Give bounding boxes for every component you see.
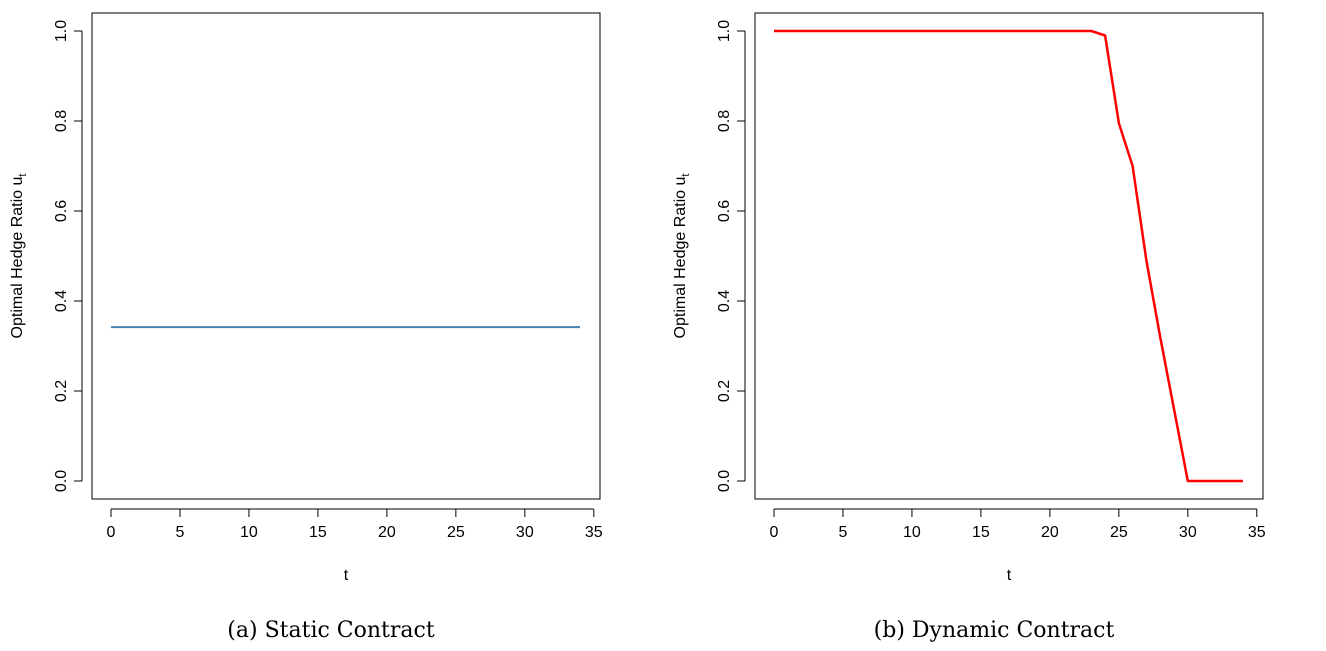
caption-dynamic-contract: (b) Dynamic Contract bbox=[873, 618, 1115, 643]
plot-frame bbox=[754, 12, 1264, 500]
y-tick-label: 0.2 bbox=[716, 380, 733, 402]
y-axis-title-subscript: t bbox=[17, 174, 29, 177]
x-tick-label: 10 bbox=[240, 524, 258, 541]
chart-static-contract: 0 5 10 15 20 25 30 350.00.20.40.60.81.0tOptimal… bbox=[9, 12, 603, 584]
y-axis-title-main: Optimal Hedge Ratio u bbox=[672, 177, 689, 339]
y-tick-label: 0.2 bbox=[53, 380, 70, 402]
y-axis-title: Optimal Hedge Ratio ut bbox=[9, 174, 29, 339]
y-tick-label: 0.8 bbox=[53, 110, 70, 132]
x-tick-label: 5 bbox=[839, 524, 848, 541]
x-tick-label: 30 bbox=[1179, 524, 1197, 541]
x-tick-label: 10 bbox=[903, 524, 921, 541]
chart-dynamic-contract: 0 5 10 15 20 25 30 350.00.20.40.60.81.0tOptimal… bbox=[672, 12, 1266, 584]
x-tick-label: 25 bbox=[447, 524, 465, 541]
y-tick-label: 0.0 bbox=[716, 470, 733, 492]
x-tick-label: 0 bbox=[107, 524, 116, 541]
y-tick-label: 0.4 bbox=[53, 290, 70, 312]
y-axis-title-subscript: t bbox=[680, 174, 692, 177]
x-tick-label: 30 bbox=[516, 524, 534, 541]
x-tick-label: 35 bbox=[1248, 524, 1266, 541]
x-tick-label: 25 bbox=[1110, 524, 1128, 541]
y-tick-label: 1.0 bbox=[53, 20, 70, 42]
caption-static-contract: (a) Static Contract bbox=[227, 618, 435, 643]
y-axis-title: Optimal Hedge Ratio ut bbox=[672, 174, 692, 339]
x-axis-title: t bbox=[1007, 567, 1012, 584]
x-tick-label: 35 bbox=[585, 524, 603, 541]
y-tick-label: 0.6 bbox=[53, 200, 70, 222]
x-axis-title: t bbox=[344, 567, 349, 584]
y-axis-title-main: Optimal Hedge Ratio u bbox=[9, 177, 26, 339]
y-tick-label: 0.4 bbox=[716, 290, 733, 312]
x-tick-label: 5 bbox=[176, 524, 185, 541]
y-tick-label: 0.6 bbox=[716, 200, 733, 222]
x-tick-label: 15 bbox=[972, 524, 990, 541]
series-line bbox=[774, 29, 1243, 483]
x-tick-label: 0 bbox=[770, 524, 779, 541]
y-tick-label: 0.8 bbox=[716, 110, 733, 132]
x-tick-label: 20 bbox=[378, 524, 396, 541]
y-tick-label: 0.0 bbox=[53, 470, 70, 492]
y-tick-label: 1.0 bbox=[716, 20, 733, 42]
x-tick-label: 20 bbox=[1041, 524, 1059, 541]
plot-frame bbox=[91, 12, 601, 500]
x-tick-label: 15 bbox=[309, 524, 327, 541]
